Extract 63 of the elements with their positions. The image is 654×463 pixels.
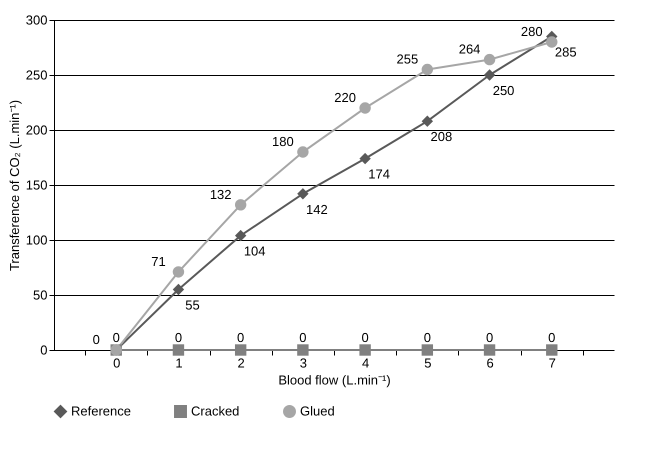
data-label: 0 [112,330,120,345]
x-tick-label: 4 [362,356,370,370]
x-tick-label: 5 [424,356,432,370]
legend-label: Reference [71,404,131,419]
data-label: 280 [520,24,543,39]
x-tick-label: 1 [175,356,183,370]
data-label: 255 [396,52,418,66]
y-tick-label: 250 [26,68,48,82]
point [484,54,496,66]
data-label: 142 [306,202,328,217]
y-tick-label: 300 [26,12,48,28]
data-label: 250 [492,83,514,98]
point [234,344,246,356]
data-label: 0 [92,332,100,347]
data-label: 0 [424,330,431,345]
x-tick-label: 7 [548,356,556,370]
x-tick-label: 0 [113,356,120,370]
point [359,152,371,164]
data-label: 0 [548,330,556,345]
data-label: 208 [430,129,452,144]
y-tick-label: 150 [26,178,48,192]
point [484,344,496,356]
point [359,102,371,114]
y-tick-label: 0 [40,342,48,358]
y-tick-label: 100 [26,232,48,248]
x-axis-title: Blood flow (L.min⁻¹) [278,372,391,388]
legend-label: Cracked [191,404,240,419]
data-label: 104 [244,244,266,259]
point [546,36,558,48]
data-label: 264 [458,42,480,57]
x-tick-label: 3 [300,356,308,370]
data-label: 220 [334,90,356,105]
point [484,69,496,81]
data-label: 132 [210,186,232,202]
point [297,188,309,200]
data-label: 71 [151,254,166,269]
data-label: 180 [272,134,294,149]
y-axis-title: Transference of CO₂ (L.min⁻¹) [6,100,22,272]
data-label: 0 [299,330,307,345]
point [297,344,309,356]
x-tick-label: 2 [238,356,245,370]
point [172,344,184,356]
point [422,64,434,76]
point [172,266,184,278]
data-label: 285 [554,44,577,60]
data-label: 0 [174,330,182,345]
point [297,146,309,158]
data-label: 0 [237,330,244,345]
point [234,230,246,242]
y-tick-label: 200 [26,122,48,138]
point [422,116,434,127]
data-label: 174 [368,166,390,182]
y-tick-label: 50 [33,288,48,302]
point [422,344,434,356]
point [172,284,184,296]
point [234,199,246,210]
point [546,344,558,356]
data-label: 0 [361,330,369,345]
legend-label: Glued [300,404,335,419]
point [359,344,371,356]
data-label: 55 [185,298,200,312]
data-label: 0 [486,330,494,345]
x-tick-label: 6 [486,356,494,370]
